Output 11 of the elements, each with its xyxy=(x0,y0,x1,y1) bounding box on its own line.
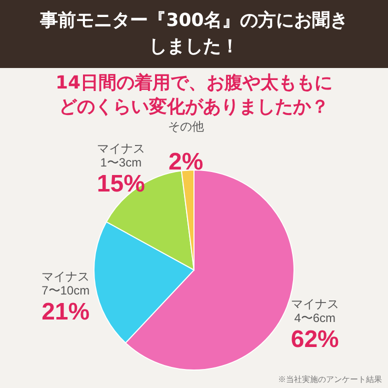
data-label: 62% xyxy=(290,326,339,353)
text: ※当社実施のアンケート結果 xyxy=(278,375,382,384)
data-label: 21% xyxy=(42,298,90,326)
chart-title: 事前モニター『300名』の方にお聞きしました！ xyxy=(0,0,388,68)
data-label: 2% xyxy=(168,148,204,176)
slice-label: マイナス 1〜3cm xyxy=(96,141,145,170)
data-label: 15% xyxy=(96,170,145,198)
slice-label: マイナス 7〜10cm xyxy=(42,269,90,298)
slice-label: マイナス 4〜6cm xyxy=(290,296,339,325)
slice-label: その他 xyxy=(168,119,204,134)
chart-subtitle: 14日間の着用で、お腹や太ももにどのくらい変化がありましたか？ xyxy=(55,72,333,118)
